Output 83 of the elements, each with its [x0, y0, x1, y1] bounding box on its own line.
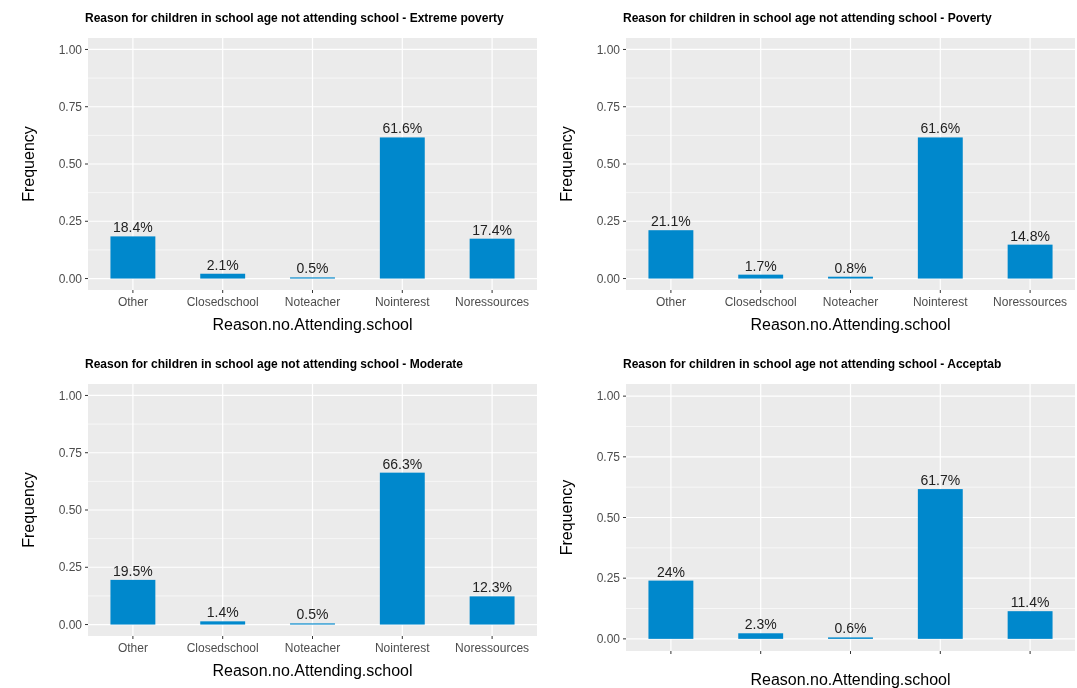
y-tick-label: 1.00	[596, 42, 621, 57]
data-label: 14.8%	[1010, 227, 1050, 244]
data-label: 18.4%	[113, 219, 153, 236]
y-axis-title: Frequency	[558, 126, 575, 202]
bar	[200, 621, 246, 625]
data-label: 0.5%	[296, 606, 329, 623]
bar	[469, 238, 515, 279]
x-tick-label: Noteacher	[284, 295, 341, 309]
data-label: 61.6%	[382, 120, 423, 137]
x-tick-label: Closedschool	[186, 641, 259, 655]
chart-title: Reason for children in school age not attending school - Extreme poverty	[85, 11, 505, 25]
y-tick-label: 1.00	[58, 388, 83, 403]
bar	[110, 236, 156, 279]
data-label: 61.7%	[920, 472, 961, 489]
x-axis-title: Reason.no.Attending.school	[750, 316, 951, 333]
data-label: 2.1%	[206, 256, 239, 273]
bar	[469, 596, 515, 625]
x-tick-label: Noressources	[455, 295, 530, 309]
data-label: 17.4%	[472, 221, 512, 238]
x-tick-label: Closedschool	[186, 295, 259, 309]
y-tick-label: 0.25	[58, 214, 83, 229]
bar	[200, 273, 246, 279]
data-label: 19.5%	[113, 562, 153, 579]
bar	[379, 137, 425, 279]
y-axis-title: Frequency	[20, 126, 37, 202]
bar	[110, 579, 156, 625]
bar	[379, 472, 425, 625]
y-tick-label: 0.00	[58, 271, 83, 286]
y-tick-label: 0.00	[596, 632, 621, 647]
bar	[917, 137, 963, 279]
x-tick-label: Other	[655, 295, 686, 309]
chart-title: Reason for children in school age not attending school - Acceptab	[623, 357, 1002, 371]
x-tick-label: Noressources	[455, 641, 530, 655]
data-label: 0.8%	[834, 259, 867, 276]
data-label: 12.3%	[472, 579, 512, 596]
x-axis-title: Reason.no.Attending.school	[212, 662, 413, 679]
x-tick-label: Other	[117, 641, 148, 655]
data-label: 0.6%	[834, 620, 867, 637]
y-tick-label: 0.00	[58, 617, 83, 632]
y-tick-label: 0.75	[58, 445, 83, 460]
y-tick-label: 1.00	[596, 389, 621, 404]
y-axis-title: Frequency	[558, 479, 575, 556]
data-label: 66.3%	[382, 455, 423, 472]
data-label: 1.4%	[206, 604, 239, 621]
y-tick-label: 1.00	[58, 42, 83, 57]
y-tick-label: 0.50	[58, 503, 83, 518]
x-tick-label: Noteacher	[284, 641, 341, 655]
x-tick-label: Other	[117, 295, 148, 309]
y-tick-label: 0.25	[596, 571, 621, 586]
y-tick-label: 0.50	[596, 157, 621, 172]
data-label: 61.6%	[920, 120, 961, 137]
data-label: 24%	[656, 563, 685, 580]
bar	[1007, 611, 1053, 639]
y-tick-label: 0.00	[596, 271, 621, 286]
y-tick-label: 0.75	[596, 450, 621, 465]
y-tick-label: 0.50	[596, 510, 621, 525]
x-axis-title: Reason.no.Attending.school	[750, 671, 951, 688]
chart-title: Reason for children in school age not attending school - Moderate	[85, 357, 464, 371]
x-axis-title: Reason.no.Attending.school	[212, 316, 413, 333]
bar	[648, 230, 694, 279]
y-tick-label: 0.25	[58, 560, 83, 575]
bar	[648, 580, 694, 639]
x-tick-label: Noressources	[993, 295, 1068, 309]
bar	[738, 274, 784, 279]
y-axis-title: Frequency	[20, 472, 37, 548]
y-tick-label: 0.50	[58, 157, 83, 172]
data-label: 1.7%	[744, 257, 777, 274]
x-tick-label: Nointerest	[374, 295, 431, 309]
bar	[1007, 244, 1053, 279]
bar	[738, 633, 784, 639]
x-tick-label: Closedschool	[724, 295, 797, 309]
bar	[917, 489, 963, 639]
y-tick-label: 0.75	[58, 99, 83, 114]
x-tick-label: Noteacher	[822, 295, 879, 309]
data-label: 11.4%	[1010, 594, 1050, 611]
chart-title: Reason for children in school age not attending school - Poverty	[623, 11, 993, 25]
data-label: 0.5%	[296, 260, 329, 277]
y-tick-label: 0.25	[596, 214, 621, 229]
data-label: 21.1%	[651, 213, 691, 230]
data-label: 2.3%	[744, 616, 777, 633]
x-tick-label: Nointerest	[912, 295, 969, 309]
x-tick-label: Nointerest	[374, 641, 431, 655]
y-tick-label: 0.75	[596, 99, 621, 114]
